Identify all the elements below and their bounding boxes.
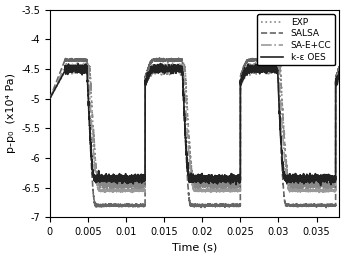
Line: k-ε OES: k-ε OES — [50, 62, 339, 186]
SALSA — [264, 59, 268, 62]
SA-E+CC — [276, 62, 280, 66]
k-ε OES — [318, 184, 323, 187]
SA-E+CC — [116, 191, 120, 194]
SA-E+CC — [286, 185, 290, 188]
SALSA — [337, 64, 342, 68]
SALSA — [286, 204, 290, 207]
X-axis label: Time (s): Time (s) — [172, 243, 217, 252]
Line: EXP: EXP — [50, 61, 339, 192]
SA-E+CC — [337, 71, 342, 74]
EXP — [325, 190, 329, 194]
SALSA — [157, 56, 161, 59]
Line: SA-E+CC: SA-E+CC — [50, 64, 339, 192]
k-ε OES — [236, 179, 240, 182]
SA-E+CC — [264, 64, 268, 68]
SALSA — [158, 58, 162, 61]
k-ε OES — [48, 97, 52, 100]
k-ε OES — [221, 179, 226, 182]
Y-axis label: p-p₀  (x10⁴ Pa): p-p₀ (x10⁴ Pa) — [6, 73, 16, 153]
SA-E+CC — [100, 189, 105, 192]
EXP — [264, 69, 268, 72]
EXP — [221, 182, 226, 185]
EXP — [263, 60, 267, 63]
Legend: EXP, SALSA, SA-E+CC, k-ε OES: EXP, SALSA, SA-E+CC, k-ε OES — [257, 14, 335, 66]
SALSA — [48, 97, 52, 100]
SALSA — [324, 206, 328, 209]
SA-E+CC — [236, 189, 240, 192]
SALSA — [100, 203, 105, 206]
k-ε OES — [337, 76, 342, 79]
k-ε OES — [264, 65, 268, 68]
SA-E+CC — [158, 65, 162, 68]
Line: SALSA: SALSA — [50, 58, 339, 208]
k-ε OES — [271, 60, 275, 63]
EXP — [48, 97, 52, 100]
EXP — [286, 179, 290, 182]
SA-E+CC — [48, 97, 52, 100]
EXP — [100, 181, 105, 184]
k-ε OES — [286, 175, 290, 179]
SALSA — [236, 205, 240, 208]
k-ε OES — [100, 175, 105, 178]
SALSA — [221, 203, 226, 206]
EXP — [236, 182, 240, 186]
EXP — [337, 75, 342, 78]
EXP — [158, 63, 162, 66]
SA-E+CC — [221, 190, 226, 193]
k-ε OES — [158, 69, 162, 72]
